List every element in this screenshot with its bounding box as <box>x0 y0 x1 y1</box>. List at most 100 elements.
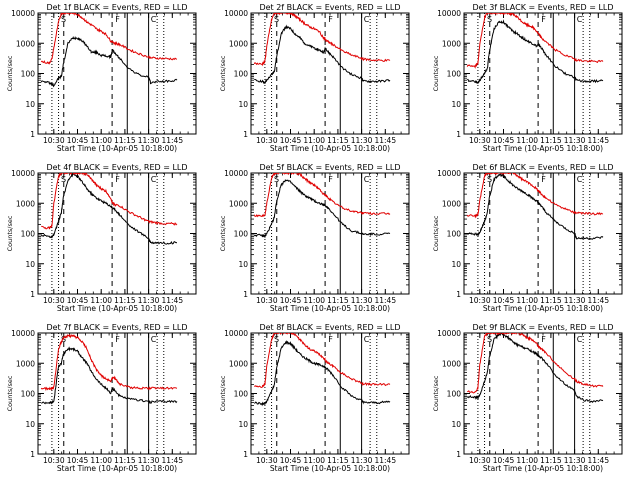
x-tick-label: 11:15 <box>327 296 349 305</box>
x-tick-label: 10:30 <box>469 136 491 145</box>
y-tick-label: 10 <box>451 260 461 269</box>
y-tick-label: 10 <box>25 420 35 429</box>
x-tick-label: 10:45 <box>280 296 302 305</box>
x-tick-label: 11:30 <box>138 296 160 305</box>
segment-marker-s: S <box>274 15 279 24</box>
segment-marker-f: F <box>115 175 120 184</box>
x-tick-label: 11:15 <box>540 456 562 465</box>
x-tick-label: 11:00 <box>516 456 538 465</box>
x-tick-label: 10:30 <box>256 136 278 145</box>
y-tick-label: 100 <box>447 390 462 399</box>
panel-title: Det 2f BLACK = Events, RED = LLD <box>259 3 400 12</box>
segment-marker-s: S <box>61 175 66 184</box>
series-lld <box>466 13 604 69</box>
x-axis-label: Start Time (10-Apr-05 10:18:00) <box>57 464 177 473</box>
x-tick-label: 11:00 <box>516 296 538 305</box>
y-axis-label: Counts/sec <box>219 375 227 411</box>
x-tick-label: 11:30 <box>564 296 586 305</box>
detector-panel-3: Det 3f BLACK = Events, RED = LLD 1 10 100 10… <box>432 3 623 153</box>
segment-marker-c: C <box>364 15 370 24</box>
y-tick-label: 10000 <box>224 329 248 338</box>
y-tick-label: 10000 <box>437 169 461 178</box>
panel-title: Det 8f BLACK = Events, RED = LLD <box>259 323 400 332</box>
panel-title: Det 9f BLACK = Events, RED = LLD <box>472 323 613 332</box>
segment-marker-c: C <box>577 335 583 344</box>
y-tick-label: 1000 <box>229 199 248 208</box>
y-tick-label: 10000 <box>11 169 35 178</box>
segment-marker-c: C <box>151 335 157 344</box>
segment-marker-c: C <box>364 335 370 344</box>
segment-marker-c: C <box>151 15 157 24</box>
y-tick-label: 100 <box>447 70 462 79</box>
segment-marker-s: S <box>274 175 279 184</box>
plot-frame <box>463 332 623 455</box>
x-tick-label: 11:30 <box>138 456 160 465</box>
detector-panel-5: Det 5f BLACK = Events, RED = LLD 1 10 100 10… <box>219 163 410 313</box>
x-tick-label: 11:30 <box>564 136 586 145</box>
y-tick-label: 10000 <box>11 9 35 18</box>
segment-marker-s: S <box>487 15 492 24</box>
segment-marker-f: F <box>115 15 120 24</box>
y-tick-label: 1 <box>456 290 461 299</box>
y-tick-label: 100 <box>447 230 462 239</box>
x-tick-label: 10:45 <box>67 136 89 145</box>
x-tick-label: 11:00 <box>303 296 325 305</box>
series-lld <box>466 173 604 219</box>
segment-marker-c: C <box>577 15 583 24</box>
x-tick-label: 11:45 <box>161 136 183 145</box>
panel-title: Det 1f BLACK = Events, RED = LLD <box>46 3 187 12</box>
x-tick-label: 11:45 <box>161 296 183 305</box>
detector-panel-8: Det 8f BLACK = Events, RED = LLD 1 10 100 10… <box>219 323 410 473</box>
y-tick-label: 100 <box>21 70 36 79</box>
y-tick-label: 1000 <box>16 199 35 208</box>
segment-marker-c: C <box>364 175 370 184</box>
x-tick-label: 10:45 <box>280 136 302 145</box>
x-tick-label: 10:30 <box>469 296 491 305</box>
series-events <box>40 35 178 88</box>
x-tick-label: 10:30 <box>43 456 65 465</box>
panel-title: Det 4f BLACK = Events, RED = LLD <box>46 163 187 172</box>
y-tick-label: 10000 <box>437 329 461 338</box>
x-tick-label: 11:00 <box>90 296 112 305</box>
x-tick-label: 10:45 <box>67 296 89 305</box>
x-tick-label: 10:45 <box>493 296 515 305</box>
x-tick-label: 11:00 <box>303 456 325 465</box>
panel-title: Det 7f BLACK = Events, RED = LLD <box>46 323 187 332</box>
y-tick-label: 100 <box>234 230 249 239</box>
x-tick-label: 11:45 <box>374 136 396 145</box>
y-tick-label: 10000 <box>224 169 248 178</box>
detector-panel-1: Det 1f BLACK = Events, RED = LLD 1 10 100 10… <box>6 3 197 153</box>
y-axis-label: Counts/sec <box>219 55 227 91</box>
y-tick-label: 1 <box>30 130 35 139</box>
y-axis-label: Counts/sec <box>432 55 440 91</box>
segment-marker-f: F <box>541 175 546 184</box>
series-lld <box>40 333 178 392</box>
x-tick-label: 10:30 <box>256 296 278 305</box>
y-axis-label: Counts/sec <box>432 215 440 251</box>
segment-marker-f: F <box>541 15 546 24</box>
y-axis-label: Counts/sec <box>6 375 14 411</box>
x-tick-label: 10:30 <box>469 456 491 465</box>
detector-panel-6: Det 6f BLACK = Events, RED = LLD 1 10 100 10… <box>432 163 623 313</box>
y-tick-label: 10 <box>238 420 248 429</box>
x-tick-label: 11:15 <box>540 136 562 145</box>
x-tick-label: 11:45 <box>587 136 609 145</box>
x-tick-label: 11:45 <box>374 296 396 305</box>
y-tick-label: 1000 <box>229 39 248 48</box>
segment-marker-f: F <box>328 335 333 344</box>
y-tick-label: 1000 <box>229 359 248 368</box>
x-tick-label: 10:30 <box>256 456 278 465</box>
y-tick-label: 10000 <box>437 9 461 18</box>
series-events <box>466 333 604 403</box>
x-tick-label: 11:15 <box>114 296 136 305</box>
segment-marker-s: S <box>274 335 279 344</box>
x-axis-label: Start Time (10-Apr-05 10:18:00) <box>483 144 603 153</box>
series-events <box>467 19 604 84</box>
series-events <box>466 173 604 240</box>
series-lld <box>254 333 391 389</box>
x-tick-label: 10:45 <box>67 456 89 465</box>
panel-title: Det 5f BLACK = Events, RED = LLD <box>259 163 400 172</box>
x-tick-label: 11:15 <box>114 456 136 465</box>
y-tick-label: 10 <box>25 100 35 109</box>
x-tick-label: 11:30 <box>564 456 586 465</box>
